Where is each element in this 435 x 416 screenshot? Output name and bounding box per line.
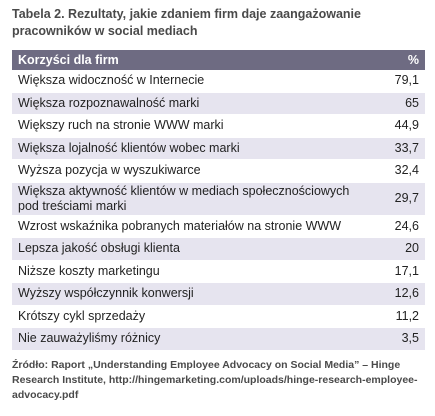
table-row: Niższe koszty marketingu 17,1 bbox=[12, 260, 425, 283]
header-row: Korzyści dla firm % bbox=[12, 50, 425, 70]
percent-cell: 20 bbox=[363, 237, 425, 261]
benefit-cell: Większa lojalność klientów wobec marki bbox=[12, 137, 363, 160]
data-table: Korzyści dla firm % Większa widoczność w… bbox=[12, 50, 425, 351]
percent-cell: 32,4 bbox=[363, 159, 425, 183]
benefit-cell: Większa aktywność klientów w mediach spo… bbox=[12, 182, 363, 216]
benefit-cell: Lepsza jakość obsługi klienta bbox=[12, 237, 363, 261]
benefit-cell: Nie zauważyliśmy różnicy bbox=[12, 327, 363, 351]
table-row: Większa aktywność klientów w mediach spo… bbox=[12, 182, 425, 216]
benefit-cell: Większy ruch na stronie WWW marki bbox=[12, 114, 363, 138]
percent-cell: 3,5 bbox=[363, 327, 425, 351]
benefit-cell: Wzrost wskaźnika pobranych materiałów na… bbox=[12, 215, 363, 238]
percent-cell: 12,6 bbox=[363, 282, 425, 306]
table-title: Tabela 2. Rezultaty, jakie zdaniem firm … bbox=[12, 7, 361, 38]
benefit-cell: Krótszy cykl sprzedaży bbox=[12, 305, 363, 328]
percent-cell: 65 bbox=[363, 92, 425, 115]
percent-cell: 24,6 bbox=[363, 215, 425, 238]
table-row: Większa lojalność klientów wobec marki 33… bbox=[12, 137, 425, 160]
table-row: Większa widoczność w Internecie 79,1 bbox=[12, 70, 425, 93]
benefit-cell: Wyższy współczynnik konwersji bbox=[12, 282, 363, 306]
table-row: Wyższy współczynnik konwersji 12,6 bbox=[12, 282, 425, 306]
benefit-cell: Większa rozpoznawalność marki bbox=[12, 92, 363, 115]
benefit-cell: Większa widoczność w Internecie bbox=[12, 70, 363, 93]
percent-cell: 44,9 bbox=[363, 114, 425, 138]
percent-cell: 11,2 bbox=[363, 305, 425, 328]
benefit-cell: Niższe koszty marketingu bbox=[12, 260, 363, 283]
table-row: Większy ruch na stronie WWW marki 44,9 bbox=[12, 114, 425, 138]
table-row: Wzrost wskaźnika pobranych materiałów na… bbox=[12, 215, 425, 238]
table-row: Lepsza jakość obsługi klienta 20 bbox=[12, 237, 425, 261]
percent-cell: 17,1 bbox=[363, 260, 425, 283]
table-body: Większa widoczność w Internecie 79,1 Więks… bbox=[12, 70, 425, 351]
percent-cell: 79,1 bbox=[363, 70, 425, 93]
percent-cell: 29,7 bbox=[363, 182, 425, 216]
table-row: Większa rozpoznawalność marki 65 bbox=[12, 92, 425, 115]
source-note: Źródło: Raport „Understanding Employee A… bbox=[12, 359, 418, 401]
header-cell: Korzyści dla firm bbox=[12, 50, 363, 70]
benefit-cell: Wyższa pozycja w wyszukiwarce bbox=[12, 159, 363, 183]
table-row: Nie zauważyliśmy różnicy 3,5 bbox=[12, 327, 425, 351]
header-cell: % bbox=[363, 50, 425, 70]
percent-cell: 33,7 bbox=[363, 137, 425, 160]
table-row: Krótszy cykl sprzedaży 11,2 bbox=[12, 305, 425, 328]
table-row: Wyższa pozycja w wyszukiwarce 32,4 bbox=[12, 159, 425, 183]
